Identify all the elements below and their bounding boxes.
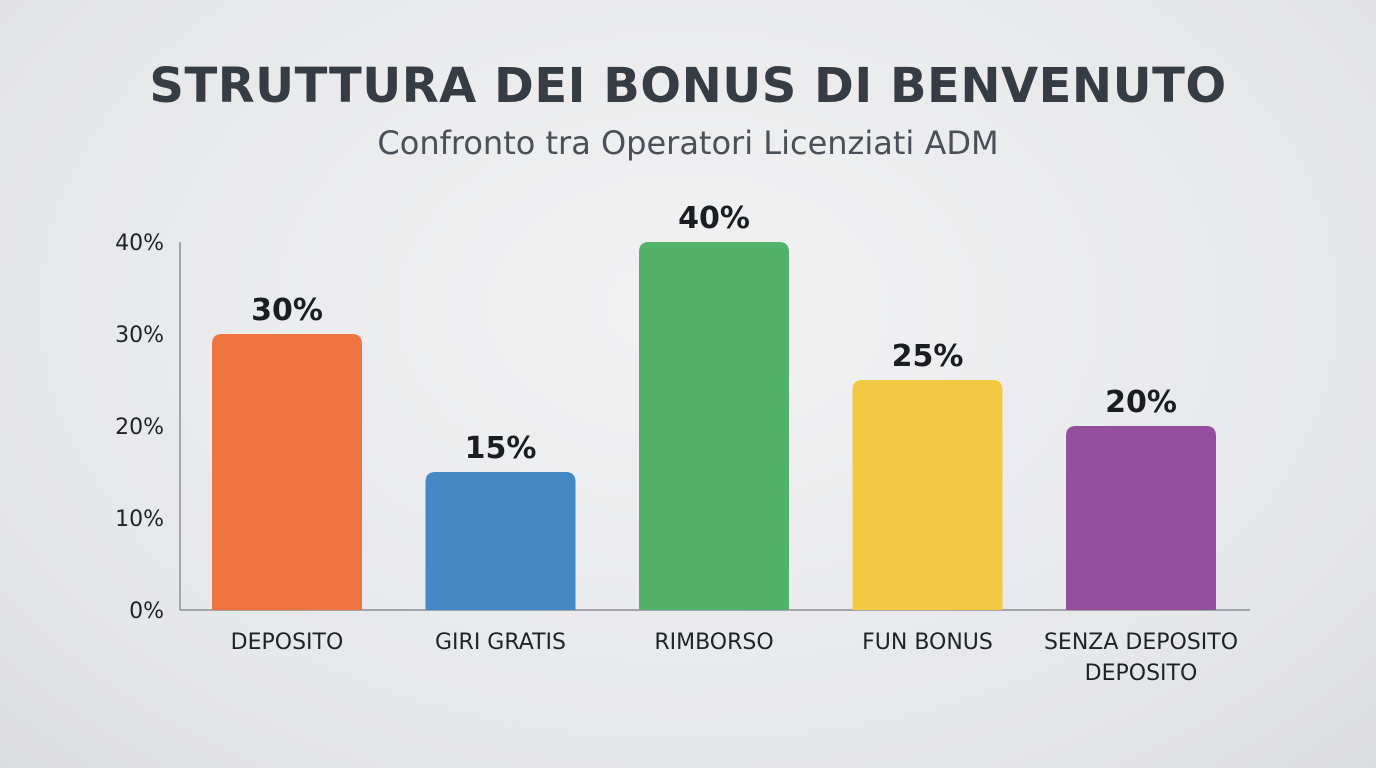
bar (212, 334, 362, 610)
category-label: DEPOSITO (231, 630, 344, 655)
bar (425, 472, 576, 610)
bar-value-label: 40% (678, 201, 750, 236)
category-label: SENZA DEPOSITO (1044, 630, 1238, 655)
bar-value-label: 15% (465, 431, 537, 466)
y-tick-label: 40% (115, 231, 164, 256)
y-tick-label: 30% (115, 323, 164, 348)
bar (852, 380, 1003, 610)
y-tick-label: 20% (115, 415, 164, 440)
category-label: RIMBORSO (654, 630, 773, 655)
bar-value-label: 25% (892, 339, 964, 374)
bar-value-label: 30% (251, 293, 323, 328)
chart-title: STRUTTURA DEI BONUS DI BENVENUTO (149, 58, 1227, 114)
y-tick-label: 0% (129, 599, 164, 624)
bar (1066, 426, 1216, 610)
category-label: FUN BONUS (862, 630, 993, 655)
category-label: GIRI GRATIS (435, 630, 566, 655)
chart-subtitle: Confronto tra Operatori Licenziati ADM (377, 124, 999, 162)
y-tick-label: 10% (115, 507, 164, 532)
bar (639, 242, 789, 610)
category-label: DEPOSITO (1085, 661, 1198, 686)
bar-value-label: 20% (1105, 385, 1177, 420)
